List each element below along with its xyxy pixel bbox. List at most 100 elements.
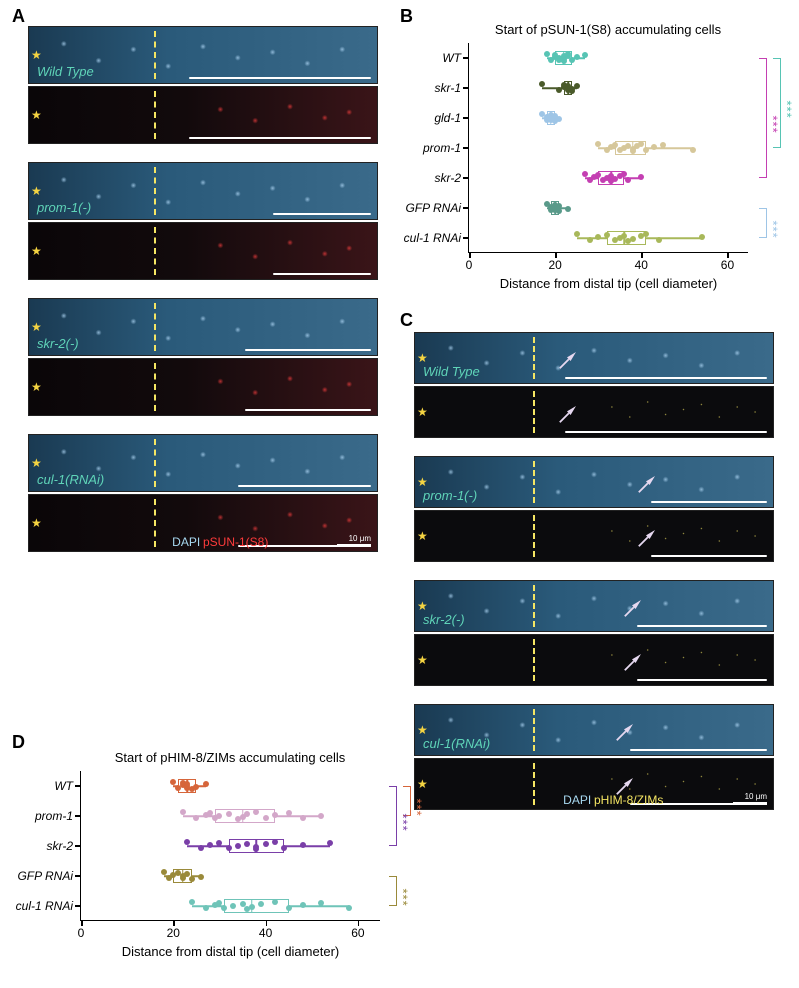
micrograph-dapi: ★ prom-1(-) — [28, 162, 378, 220]
micrograph-phim: ★ DAPIpHIM-8/ZIMs10 μm — [414, 758, 774, 810]
genotype-label: cul-1(RNAi) — [37, 472, 104, 487]
y-tick-label: skr-2 — [435, 171, 469, 185]
x-tick-label: 0 — [466, 252, 473, 272]
data-point — [226, 845, 232, 851]
significance-stars: *** — [780, 101, 795, 119]
genotype-label: skr-2(-) — [37, 336, 79, 351]
data-point — [272, 812, 278, 818]
micrograph-psun: ★ — [28, 358, 378, 416]
data-point — [300, 815, 306, 821]
significance-stars: *** — [410, 799, 425, 817]
data-point — [263, 815, 269, 821]
panel-b-chart: Start of pSUN-1(S8) accumulating cells02… — [468, 22, 748, 253]
x-tick-label: 0 — [78, 920, 85, 940]
whisker — [284, 845, 330, 847]
distal-tip-star: ★ — [417, 723, 428, 737]
onset-arrow — [637, 530, 655, 548]
genotype-label: skr-2(-) — [423, 612, 465, 627]
significance-stars: *** — [766, 116, 781, 134]
data-point — [660, 142, 666, 148]
micrograph-dapi: ★ skr-2(-) — [414, 580, 774, 632]
data-point — [180, 809, 186, 815]
micrograph-dapi: ★ cul-1(RNAi) — [28, 434, 378, 492]
data-point — [346, 905, 352, 911]
data-point — [300, 842, 306, 848]
x-tick-label: 60 — [721, 252, 734, 272]
data-point — [216, 840, 222, 846]
y-tick-label: GFP RNAi — [405, 201, 469, 215]
data-point — [253, 844, 259, 850]
y-tick-label: WT — [54, 779, 81, 793]
data-point — [587, 237, 593, 243]
chart-title: Start of pSUN-1(S8) accumulating cells — [468, 22, 748, 37]
data-point — [327, 840, 333, 846]
micrograph-psun: ★ DAPIpSUN-1(S8)10 μm — [28, 494, 378, 552]
y-tick-label: gld-1 — [434, 111, 469, 125]
distal-tip-star: ★ — [417, 653, 428, 667]
data-point — [230, 903, 236, 909]
data-point — [198, 845, 204, 851]
data-point — [595, 234, 601, 240]
data-point — [193, 784, 199, 790]
genotype-label: Wild Type — [423, 364, 480, 379]
data-point — [198, 874, 204, 880]
y-tick-label: GFP RNAi — [17, 869, 81, 883]
data-point — [286, 905, 292, 911]
scale-bar — [337, 544, 371, 547]
micrograph-dapi: ★ skr-2(-) — [28, 298, 378, 356]
micrograph-phim: ★ — [414, 386, 774, 438]
distal-tip-star: ★ — [31, 320, 42, 334]
data-point — [625, 177, 631, 183]
data-point — [221, 905, 227, 911]
micrograph-phim: ★ — [414, 634, 774, 686]
x-axis-title: Distance from distal tip (cell diameter) — [500, 252, 717, 291]
data-point — [656, 237, 662, 243]
significance-stars: *** — [766, 221, 781, 239]
distal-tip-star: ★ — [417, 529, 428, 543]
genotype-label: prom-1(-) — [423, 488, 477, 503]
data-point — [565, 206, 571, 212]
data-point — [582, 52, 588, 58]
data-point — [539, 81, 545, 87]
data-point — [643, 147, 649, 153]
data-point — [630, 236, 636, 242]
x-tick-label: 60 — [351, 920, 364, 940]
data-point — [651, 144, 657, 150]
significance-stars: *** — [396, 889, 411, 907]
whisker — [646, 237, 702, 239]
distal-tip-star: ★ — [31, 48, 42, 62]
panel-c-stack: ★ Wild Type ★ ★ prom-1(-) ★ ★ skr-2(-) ★… — [414, 332, 774, 810]
y-tick-label: skr-2 — [47, 839, 81, 853]
scale-bar-text: 10 μm — [349, 534, 371, 543]
data-point — [643, 231, 649, 237]
micrograph-dapi: ★ cul-1(RNAi) — [414, 704, 774, 756]
y-tick-label: prom-1 — [35, 809, 81, 823]
legend-psun: pSUN-1(S8) — [203, 535, 268, 549]
data-point — [699, 234, 705, 240]
data-point — [203, 781, 209, 787]
panel-c-label: C — [400, 310, 413, 331]
micrograph-dapi: ★ Wild Type — [414, 332, 774, 384]
panel-b-label: B — [400, 6, 413, 27]
whisker — [275, 815, 321, 817]
distal-tip-star: ★ — [417, 777, 428, 791]
data-point — [189, 876, 195, 882]
y-tick-label: skr-1 — [435, 81, 469, 95]
y-tick-label: cul-1 RNAi — [16, 899, 81, 913]
onset-arrow — [558, 406, 576, 424]
data-point — [286, 810, 292, 816]
data-point — [604, 232, 610, 238]
data-point — [556, 116, 562, 122]
plot-area: 0204060Distance from distal tip (cell di… — [80, 771, 380, 921]
data-point — [226, 811, 232, 817]
significance-stars: *** — [396, 814, 411, 832]
data-point — [272, 839, 278, 845]
data-point — [235, 843, 241, 849]
genotype-label: cul-1(RNAi) — [423, 736, 490, 751]
micrograph-dapi: ★ Wild Type — [28, 26, 378, 84]
data-point — [184, 839, 190, 845]
data-point — [690, 147, 696, 153]
data-point — [574, 54, 580, 60]
distal-tip-star: ★ — [31, 380, 42, 394]
distal-tip-star: ★ — [31, 108, 42, 122]
